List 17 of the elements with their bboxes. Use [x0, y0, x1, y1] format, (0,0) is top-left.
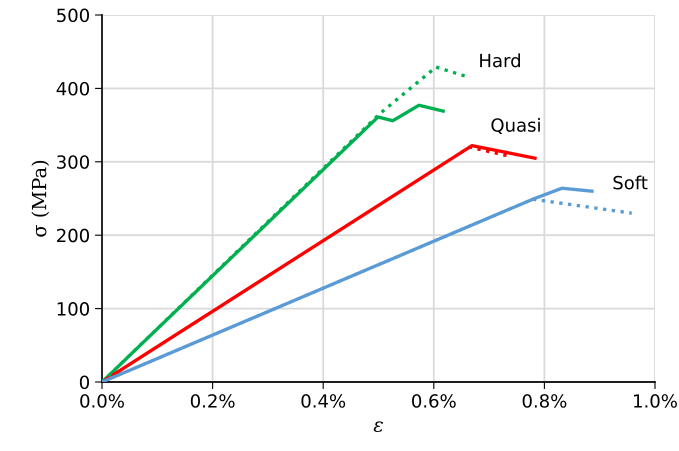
- x-tick-label: 0.6%: [412, 394, 456, 408]
- y-tick-label: 200: [57, 228, 89, 242]
- y-tick-label: 500: [57, 8, 89, 22]
- y-tick-label: 400: [56, 82, 89, 96]
- x-tick-label: 0.2%: [190, 394, 235, 408]
- x-tick-label: 1.0%: [634, 394, 677, 408]
- y-tick-label: 100: [58, 302, 89, 316]
- x-tick-label: 0.8%: [522, 394, 566, 408]
- x-tick-label: 0.4%: [301, 394, 346, 408]
- y-axis-title: σ (MPa): [31, 160, 50, 237]
- x-tick-label: 0.0%: [80, 394, 124, 408]
- x-axis-title: ε: [374, 421, 383, 432]
- y-tick-label: 300: [57, 155, 89, 169]
- series-label: Quasi: [491, 118, 540, 134]
- series-label: Hard: [480, 53, 520, 68]
- series-label: Soft: [613, 175, 648, 190]
- y-tick-label: 0: [80, 375, 89, 390]
